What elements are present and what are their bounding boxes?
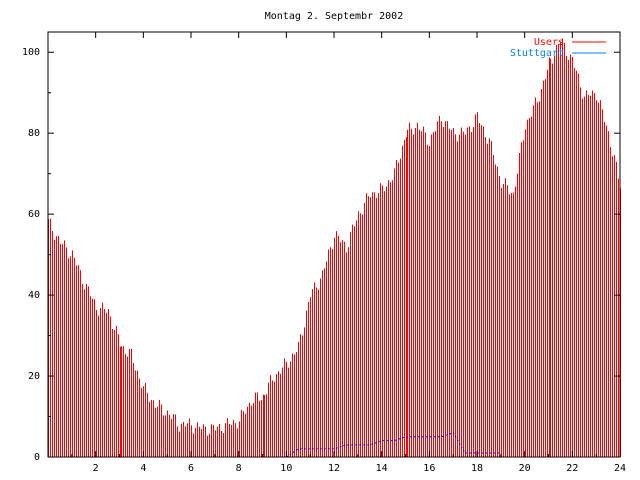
x-tick-label: 18 <box>471 463 483 474</box>
x-tick-label: 20 <box>519 463 531 474</box>
x-tick-label: 16 <box>423 463 435 474</box>
x-axis: 2 4 6 8 10 12 14 16 18 20 22 24 <box>71 32 626 474</box>
x-tick-label: 2 <box>93 463 99 474</box>
y-tick-label: 20 <box>28 371 40 382</box>
x-tick-label: 10 <box>280 463 292 474</box>
y-tick-label: 100 <box>22 47 40 58</box>
users-series-bars <box>48 38 621 457</box>
y-tick-label: 80 <box>28 128 40 139</box>
y-tick-label: 40 <box>28 290 40 301</box>
x-tick-label: 12 <box>328 463 340 474</box>
chart-title: Montag 2. Septembr 2002 <box>265 11 403 22</box>
legend: Users Stuttgart <box>510 37 606 59</box>
x-tick-label: 22 <box>566 463 578 474</box>
x-tick-label: 14 <box>376 463 388 474</box>
y-tick-label: 60 <box>28 209 40 220</box>
legend-label-stuttgart: Stuttgart <box>510 48 564 59</box>
x-tick-label: 4 <box>140 463 146 474</box>
x-tick-label: 24 <box>614 463 626 474</box>
y-axis: 0 20 40 60 80 100 <box>22 47 620 463</box>
y-tick-label: 0 <box>34 452 40 463</box>
x-tick-label: 8 <box>236 463 242 474</box>
legend-label-users: Users <box>534 37 564 48</box>
x-tick-label: 6 <box>188 463 194 474</box>
